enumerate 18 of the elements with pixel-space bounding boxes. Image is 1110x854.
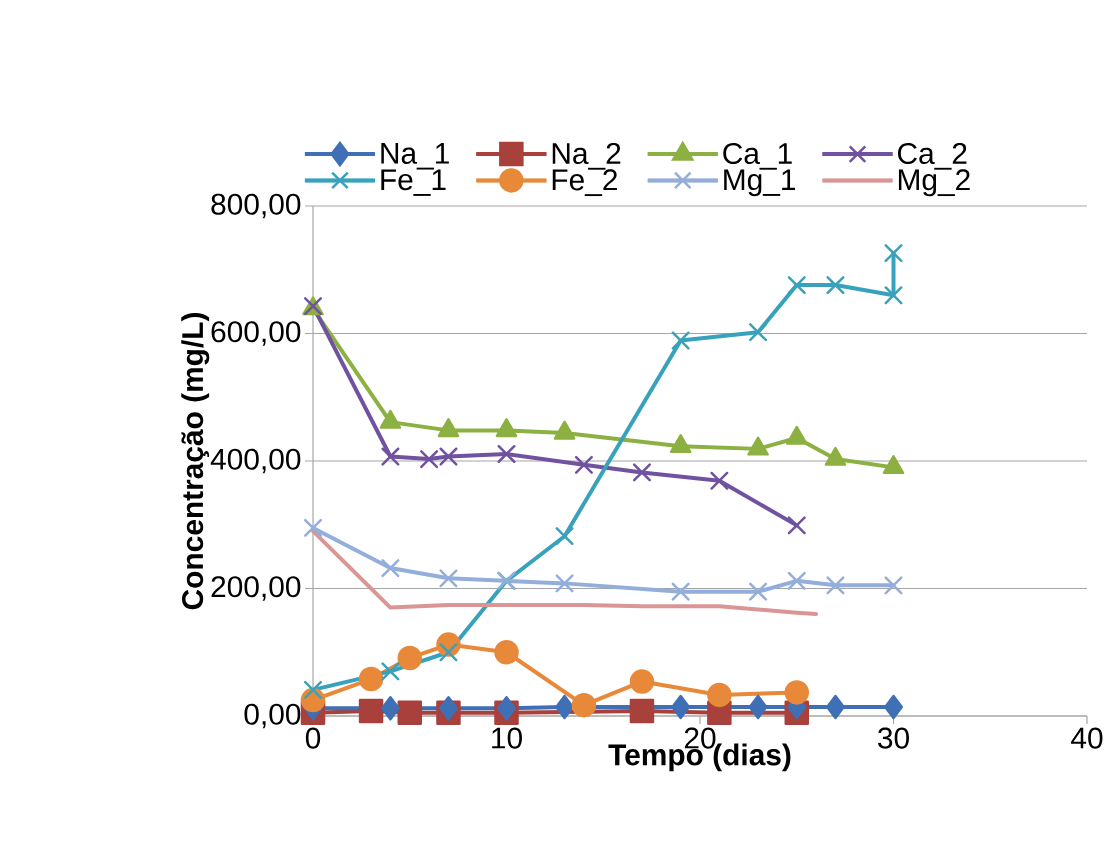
y-tick-label: 200,00: [211, 576, 301, 601]
x-tick-label: 10: [492, 727, 522, 749]
y-tick-label: 400,00: [210, 448, 301, 474]
y-tick-label: 0,00: [244, 703, 301, 729]
legend-label: Mg_2: [898, 169, 970, 197]
y-tick-label: 600,00: [211, 321, 301, 346]
legend-label: Mg_1: [724, 169, 796, 197]
y-axis-title: Concentração (mg/L): [181, 313, 210, 610]
x-tick-label: 40: [1071, 727, 1103, 749]
legend-label: Ca_1: [723, 142, 792, 170]
legend-label: Fe_2: [552, 169, 617, 197]
x-tick-label: 0: [305, 727, 321, 749]
legend-label: Na_2: [552, 142, 621, 170]
legend-label: Fe_1: [381, 169, 446, 196]
legend-label: Na_1: [381, 143, 449, 170]
legend-label: Ca_2: [898, 142, 967, 170]
y-tick-label: 800,00: [211, 193, 301, 219]
x-tick-label: 30: [878, 727, 909, 749]
